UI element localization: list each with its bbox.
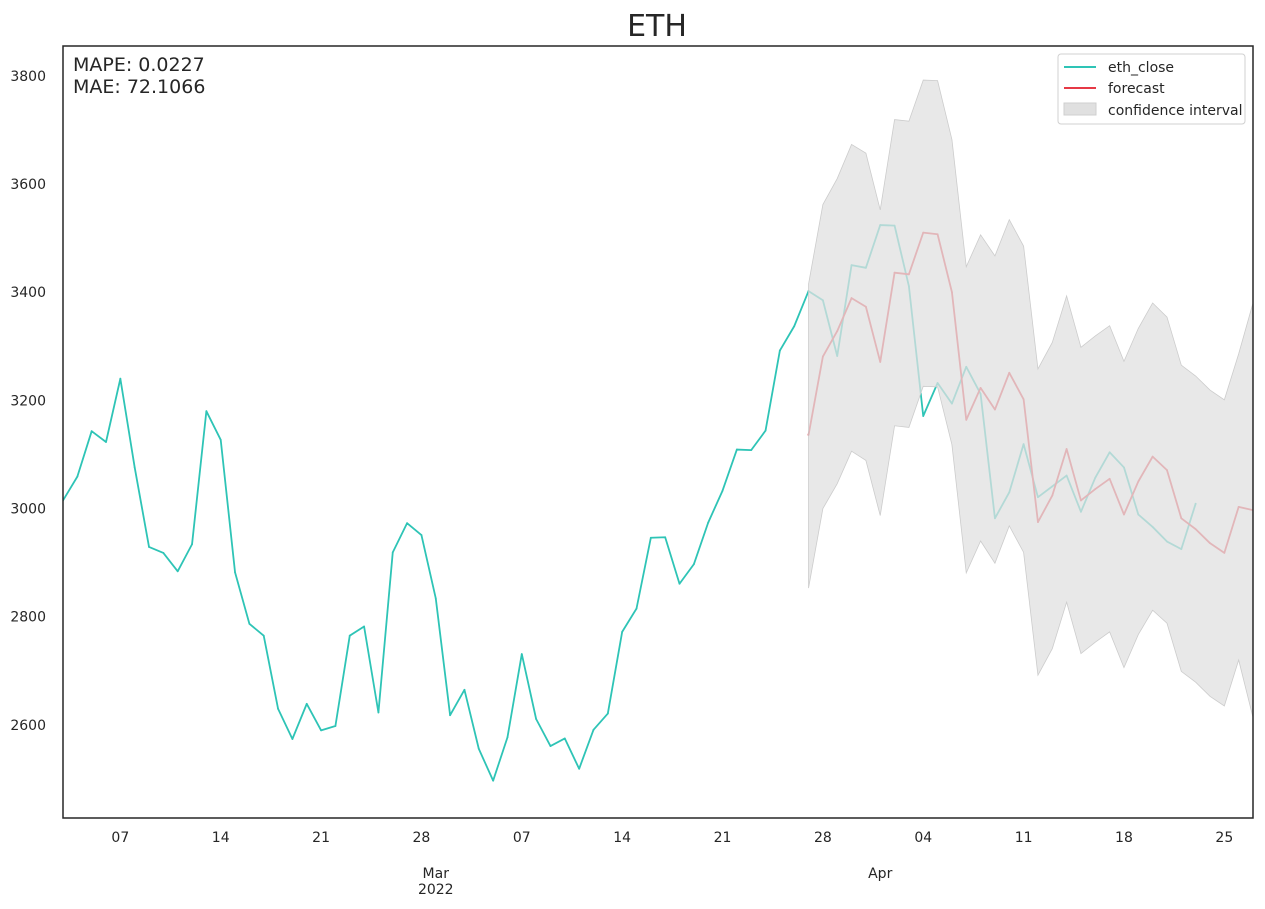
legend: eth_close forecast confidence interval <box>1057 53 1246 125</box>
x-tick-label: 18 <box>1115 830 1133 846</box>
data-point <box>262 634 265 637</box>
data-point <box>305 702 308 705</box>
x-major-label: Apr <box>868 866 892 882</box>
data-point <box>520 653 523 655</box>
data-point <box>506 736 509 739</box>
data-point <box>535 718 538 720</box>
x-tick-label: 11 <box>1015 830 1033 846</box>
x-tick-label: 28 <box>413 830 431 846</box>
data-point <box>707 521 710 524</box>
data-point <box>793 325 796 328</box>
chart-title: ETH <box>627 9 687 44</box>
data-point <box>721 489 724 492</box>
mae-annotation: MAE: 72.1066 <box>73 76 205 98</box>
legend-box <box>1057 53 1246 125</box>
data-point <box>363 625 365 628</box>
data-point <box>735 448 738 451</box>
confidence-interval-band <box>808 79 1253 718</box>
data-point <box>563 737 566 740</box>
data-point <box>119 377 122 380</box>
x-tick-label: 28 <box>814 830 832 846</box>
data-point <box>635 607 638 610</box>
data-point <box>191 543 193 546</box>
data-point <box>592 728 595 731</box>
plot-frame <box>62 45 1254 819</box>
data-point <box>277 707 279 710</box>
x-tick-label: 14 <box>613 830 631 846</box>
data-point <box>750 449 753 452</box>
data-point <box>578 767 581 770</box>
data-point <box>234 571 236 574</box>
data-point <box>162 552 165 554</box>
x-tick-label: 04 <box>914 830 932 846</box>
data-point <box>606 712 609 715</box>
x-major-label: Mar <box>423 866 450 882</box>
legend-label-eth-close: eth_close <box>1108 60 1174 76</box>
y-tick-label: 3200 <box>10 393 46 409</box>
data-point <box>105 441 107 443</box>
y-tick-label: 3800 <box>10 69 46 85</box>
x-tick-label: 21 <box>714 830 732 846</box>
x-tick-label: 14 <box>212 830 230 846</box>
data-point <box>463 688 466 691</box>
data-point <box>219 438 222 441</box>
x-major-label: 2022 <box>418 882 454 898</box>
data-point <box>692 563 695 566</box>
data-point <box>434 597 437 600</box>
data-point <box>320 729 322 732</box>
data-point <box>291 738 294 740</box>
data-point <box>377 711 380 714</box>
x-tick-label: 07 <box>513 830 531 846</box>
y-tick-label: 3400 <box>10 285 46 301</box>
y-tick-label: 3600 <box>10 177 46 193</box>
data-point <box>449 714 452 717</box>
data-point <box>391 551 394 554</box>
data-point <box>922 415 925 417</box>
legend-swatch-confidence-interval <box>1063 102 1097 116</box>
data-point <box>477 747 480 750</box>
data-point <box>664 536 667 539</box>
data-point <box>348 634 351 637</box>
data-point <box>133 466 136 469</box>
data-point <box>176 570 179 573</box>
data-point <box>90 430 93 433</box>
y-tick-label: 2800 <box>10 610 46 626</box>
data-point <box>334 725 337 727</box>
data-point <box>76 475 79 478</box>
legend-label-confidence-interval: confidence interval <box>1108 103 1242 119</box>
data-point <box>649 536 652 539</box>
y-tick-label: 2600 <box>10 718 46 734</box>
y-tick-label: 3000 <box>10 502 46 518</box>
x-tick-label: 25 <box>1215 830 1233 846</box>
data-point <box>406 522 408 525</box>
data-point <box>248 622 251 625</box>
data-point <box>148 546 150 548</box>
x-tick-label: 21 <box>312 830 330 846</box>
x-tick-label: 07 <box>111 830 129 846</box>
legend-label-forecast: forecast <box>1108 81 1165 97</box>
data-point <box>764 429 767 432</box>
data-point <box>621 631 624 633</box>
plot-area <box>62 45 1254 819</box>
y-axis: 2600 2800 3000 3200 3400 3600 3800 <box>10 69 46 734</box>
mape-annotation: MAPE: 0.0227 <box>73 54 205 76</box>
data-point <box>678 582 681 585</box>
data-point <box>205 410 208 413</box>
data-point <box>420 534 423 536</box>
data-point <box>778 349 781 352</box>
data-point <box>549 745 552 747</box>
data-point <box>492 779 495 782</box>
